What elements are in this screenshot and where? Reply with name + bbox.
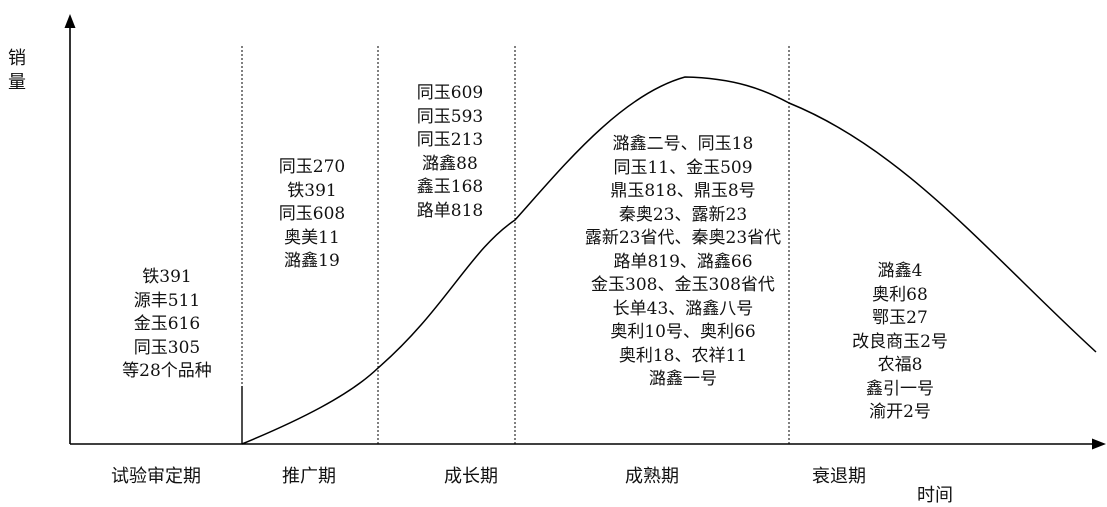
variety-item: 改良商玉2号 (852, 331, 948, 352)
y-axis-label: 销量 (8, 48, 26, 93)
variety-item: 潞鑫二号、同玉18 (612, 134, 754, 154)
x-axis-label: 时间 (917, 485, 953, 506)
variety-item: 潞鑫4 (877, 261, 923, 281)
variety-item: 同玉593 (416, 106, 484, 127)
variety-item: 奥利68 (872, 284, 928, 305)
x-axis-arrow (1092, 438, 1106, 450)
variety-item: 同玉609 (416, 83, 484, 103)
stage-label-maturity: 成熟期 (625, 466, 679, 487)
stage-label-growth: 成长期 (444, 466, 498, 487)
variety-item: 渝开2号 (869, 402, 931, 422)
variety-item: 同玉305 (133, 337, 201, 358)
variety-item: 同玉11、金玉509 (613, 157, 753, 178)
variety-item: 奥利18、农祥11 (618, 345, 748, 366)
variety-item: 铁391 (287, 180, 337, 201)
variety-item: 鑫玉168 (416, 177, 484, 197)
trial-stage-varieties: 铁391 源丰511 金玉616 同玉305 等28个品种 (122, 266, 212, 384)
variety-item: 奥利10号、奥利66 (610, 322, 756, 342)
variety-item: 金玉616 (133, 314, 201, 334)
stage-label-trial: 试验审定期 (111, 466, 201, 487)
variety-item: 路单819、潞鑫66 (613, 251, 753, 272)
variety-item: 鄂玉27 (872, 308, 928, 328)
variety-item: 长单43、潞鑫八号 (612, 298, 754, 319)
stage-label-decline: 衰退期 (812, 466, 866, 487)
sales-curve (241, 76, 1097, 445)
variety-item: 潞鑫一号 (648, 369, 717, 389)
variety-item: 鼎玉818、鼎玉8号 (610, 181, 756, 201)
promotion-stage-varieties: 同玉270 铁391 同玉608 奥美11 潞鑫19 (279, 156, 345, 274)
decline-stage-varieties: 潞鑫4 奥利68 鄂玉27 改良商玉2号 农福8 鑫引一号 渝开2号 (852, 260, 948, 425)
variety-item: 潞鑫19 (284, 251, 340, 271)
variety-item: 鑫引一号 (865, 378, 934, 399)
maturity-stage-varieties: 潞鑫二号、同玉18 同玉11、金玉509 鼎玉818、鼎玉8号 秦奥23、露新2… (585, 133, 781, 392)
variety-item: 等28个品种 (122, 361, 212, 381)
y-axis-arrow (64, 14, 76, 28)
variety-item: 源丰511 (133, 290, 201, 311)
variety-item: 路单818 (416, 200, 484, 221)
variety-item: 农福8 (877, 355, 923, 375)
variety-item: 同玉608 (278, 204, 346, 224)
variety-item: 铁391 (142, 267, 192, 287)
variety-item: 秦奥23、露新23 (618, 204, 748, 225)
variety-item: 奥美11 (284, 227, 340, 248)
variety-item: 同玉270 (278, 157, 346, 177)
variety-item: 金玉308、金玉308省代 (591, 275, 775, 295)
stage-label-promotion: 推广期 (282, 466, 336, 487)
variety-item: 同玉213 (416, 130, 484, 150)
variety-item: 潞鑫88 (422, 153, 478, 174)
growth-stage-varieties: 同玉609 同玉593 同玉213 潞鑫88 鑫玉168 路单818 (417, 82, 483, 223)
variety-item: 露新23省代、秦奥23省代 (584, 228, 782, 248)
